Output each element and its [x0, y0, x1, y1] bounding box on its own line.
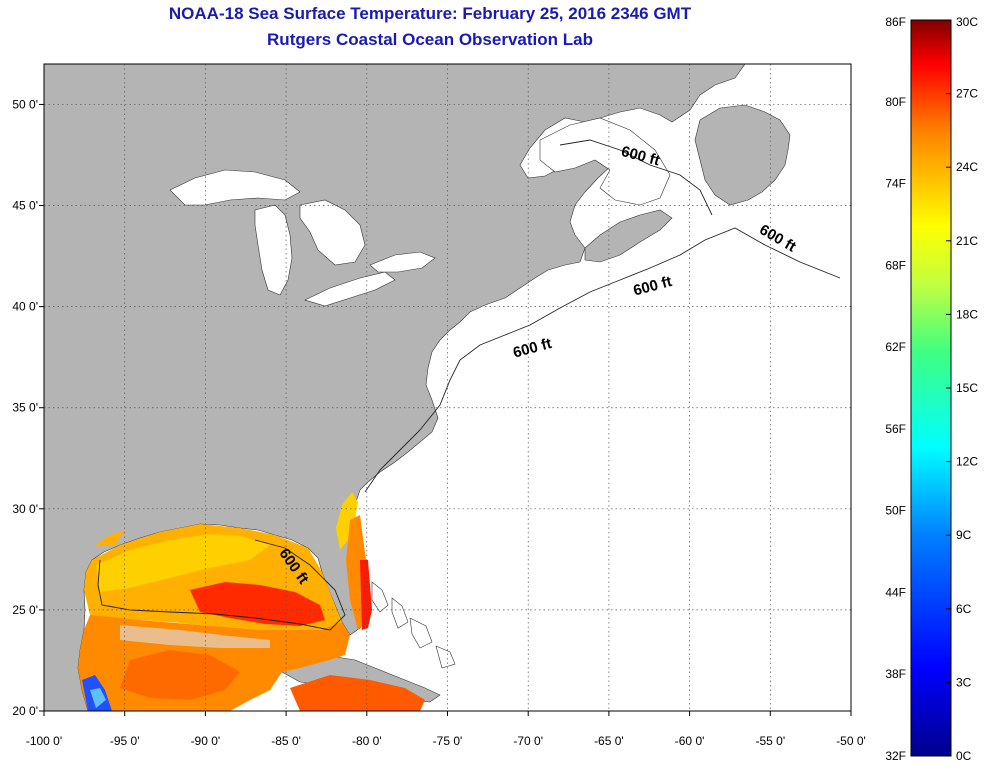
lon-tick-label: -85 0'	[271, 734, 301, 748]
colorbar-f-label: 80F	[885, 95, 906, 109]
map-subtitle: Rutgers Coastal Ocean Observation Lab	[267, 30, 593, 49]
colorbar	[910, 19, 952, 757]
lake-huron	[299, 199, 366, 266]
colorbar-c-label: 12C	[956, 455, 978, 469]
colorbar-f-label: 86F	[885, 15, 906, 29]
colorbar-c-label: 30C	[956, 15, 978, 29]
colorbar-c-label: 6C	[956, 602, 972, 616]
land-nova-scotia	[584, 209, 673, 263]
lon-tick-label: -75 0'	[433, 734, 463, 748]
colorbar-f-label: 74F	[885, 177, 906, 191]
lat-tick-label: 20 0'	[12, 704, 38, 718]
colorbar-c-label: 18C	[956, 307, 978, 321]
land-newfoundland	[694, 104, 791, 206]
lon-tick-label: -80 0'	[352, 734, 382, 748]
latitude-axis: 20 0' 25 0' 30 0' 35 0' 40 0' 45 0' 50 0'	[12, 97, 44, 718]
lat-tick-label: 35 0'	[12, 401, 38, 415]
lon-tick-label: -100 0'	[26, 734, 62, 748]
colorbar-celsius-labels: 30C 27C 24C 21C 18C 15C 12C 9C 6C 3C 0C	[946, 15, 978, 763]
colorbar-f-label: 62F	[885, 340, 906, 354]
lon-tick-label: -60 0'	[675, 734, 705, 748]
lake-superior	[169, 169, 301, 206]
contour-600ft	[97, 139, 841, 631]
lon-tick-label: -70 0'	[513, 734, 543, 748]
lon-tick-label: -50 0'	[836, 734, 866, 748]
lat-tick-label: 25 0'	[12, 603, 38, 617]
colorbar-fahrenheit-labels: 86F 80F 74F 68F 62F 56F 50F 44F 38F 32F	[885, 15, 906, 763]
lake-michigan	[254, 204, 293, 296]
lon-tick-label: -90 0'	[191, 734, 221, 748]
lon-tick-label: -55 0'	[755, 734, 785, 748]
colorbar-c-label: 24C	[956, 160, 978, 174]
colorbar-c-label: 15C	[956, 381, 978, 395]
colorbar-f-label: 32F	[885, 749, 906, 763]
lon-tick-label: -65 0'	[594, 734, 624, 748]
lat-tick-label: 50 0'	[12, 97, 38, 111]
longitude-axis: -100 0' -95 0' -90 0' -85 0' -80 0' -75 0' -70…	[26, 711, 866, 748]
lat-tick-label: 40 0'	[12, 300, 38, 314]
colorbar-f-label: 38F	[885, 667, 906, 681]
lake-erie	[304, 271, 396, 307]
lat-tick-label: 45 0'	[12, 199, 38, 213]
colorbar-c-label: 3C	[956, 675, 972, 689]
lat-tick-label: 30 0'	[12, 502, 38, 516]
lon-tick-label: -95 0'	[110, 734, 140, 748]
colorbar-f-label: 44F	[885, 585, 906, 599]
lake-ontario	[369, 251, 436, 273]
colorbar-f-label: 68F	[885, 258, 906, 272]
sst-florida-atlantic	[95, 492, 425, 711]
colorbar-f-label: 50F	[885, 504, 906, 518]
colorbar-c-label: 0C	[956, 749, 972, 763]
gulf-st-lawrence	[539, 117, 671, 206]
map-title: NOAA-18 Sea Surface Temperature: Februar…	[168, 4, 692, 23]
colorbar-c-label: 27C	[956, 87, 978, 101]
colorbar-c-label: 9C	[956, 528, 972, 542]
colorbar-f-label: 56F	[885, 422, 906, 436]
colorbar-c-label: 21C	[956, 234, 978, 248]
